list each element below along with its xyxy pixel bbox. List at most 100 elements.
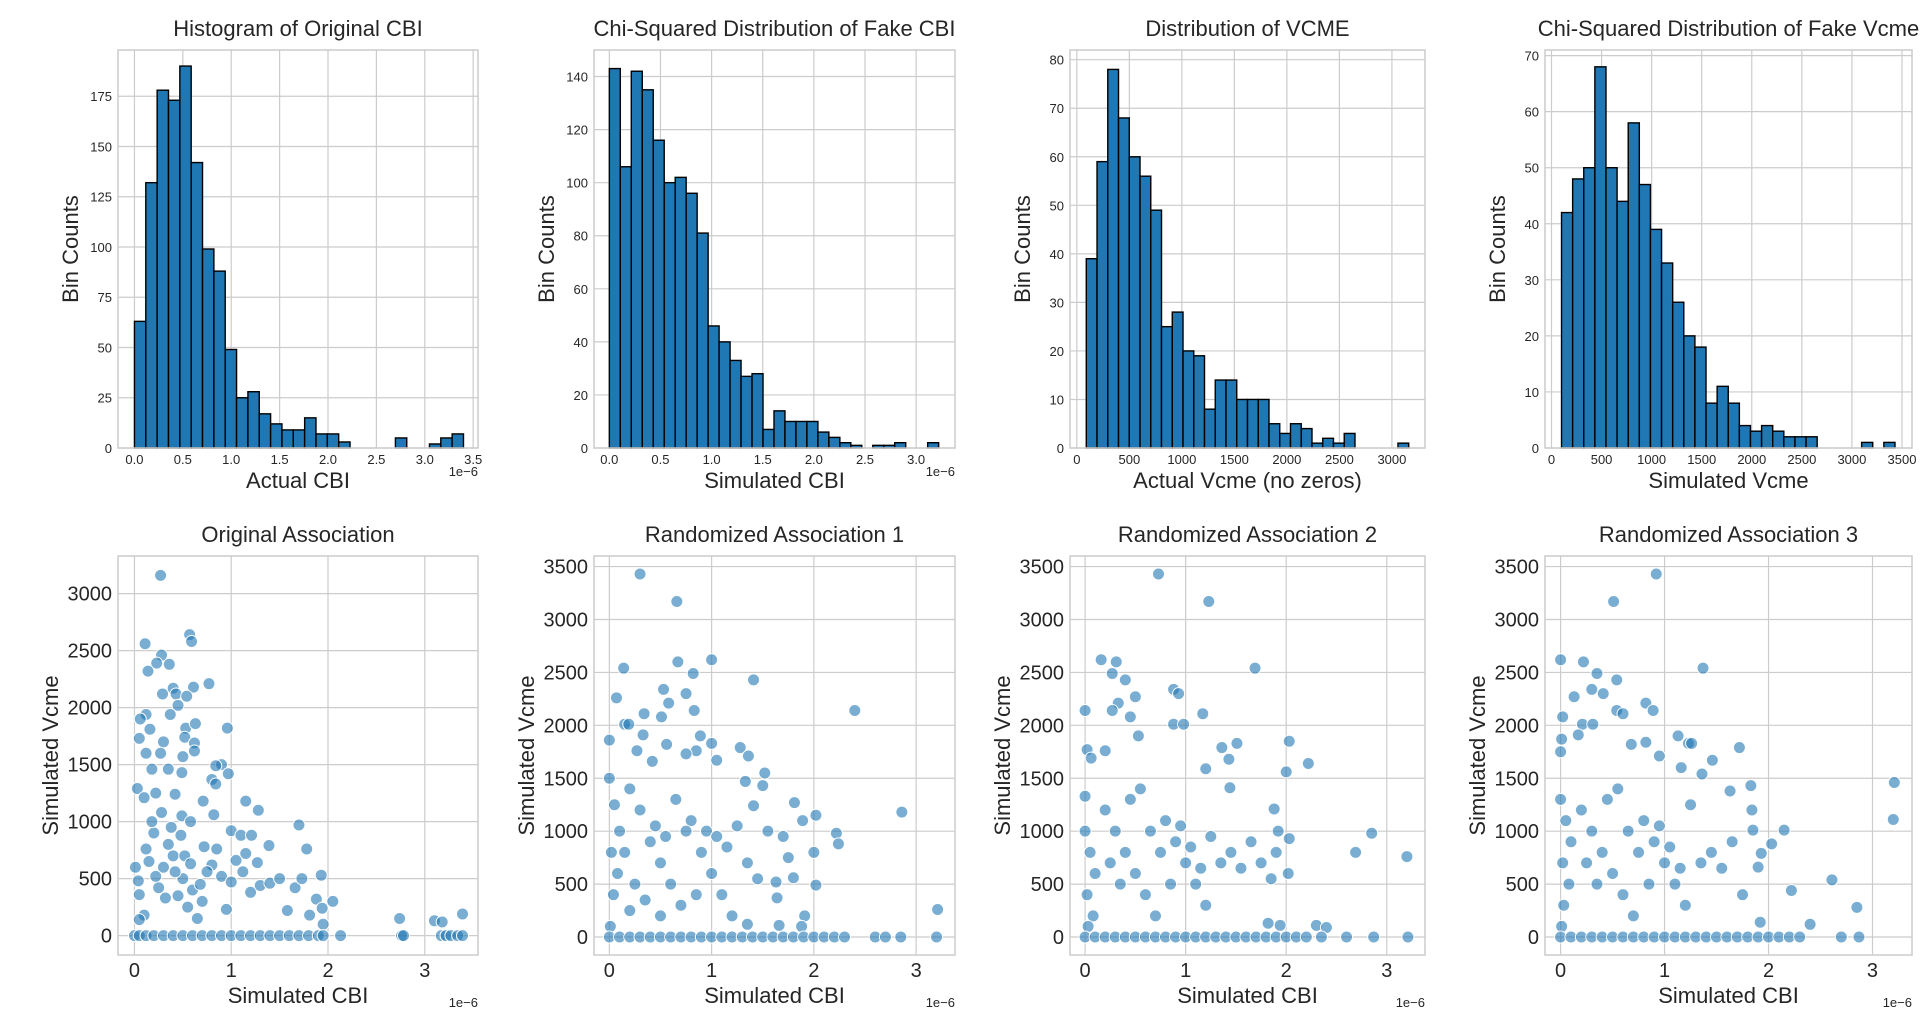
scatter-point [670, 595, 684, 609]
scatter-point [1632, 845, 1646, 859]
scatter-point [1777, 823, 1791, 837]
scatter-point [786, 871, 800, 885]
histogram-bar [1638, 183, 1652, 449]
scatter-point [730, 819, 744, 833]
y-tick-label: 2500 [544, 662, 589, 684]
scatter-point [152, 881, 166, 895]
scatter-point [1723, 784, 1737, 798]
x-tick-label: 2500 [1325, 452, 1354, 467]
scatter-point [1109, 655, 1123, 669]
scatter-point [139, 842, 153, 856]
x-tick-label: 1.0 [222, 452, 240, 467]
axes-frame [1069, 555, 1426, 956]
y-tick-label: 500 [555, 874, 588, 896]
subplot-title: Randomized Association 1 [645, 522, 904, 547]
scatter-point [1169, 835, 1183, 849]
scatter-point [664, 877, 678, 891]
axes-frame [593, 555, 956, 956]
scatter-point [1080, 888, 1094, 902]
histogram-bar [315, 433, 329, 449]
scatter-point [630, 744, 644, 758]
scatter-point [606, 888, 620, 902]
scatter-point [671, 655, 685, 669]
x-tick-label: 0.0 [600, 452, 618, 467]
x-tick-label: 1000 [1167, 452, 1196, 467]
scatter-point [747, 799, 761, 813]
scatter-point [1164, 877, 1178, 891]
y-tick-label: 1500 [68, 755, 113, 777]
x-tick-label: 3 [911, 960, 922, 982]
scatter-point [149, 869, 163, 883]
x-tick-label: 500 [1591, 452, 1613, 467]
scatter-point [209, 777, 223, 791]
y-tick-label: 2500 [68, 641, 113, 663]
scatter-point [1083, 845, 1097, 859]
histogram-bar [1605, 167, 1618, 449]
scatter-point [1194, 861, 1208, 875]
scatter-point [142, 855, 156, 869]
x-offset-label: 1e−6 [1396, 995, 1425, 1010]
scatter-point [679, 824, 693, 838]
x-tick-label: 1.5 [271, 452, 289, 467]
y-axis-label: Simulated Vcme [1465, 675, 1490, 835]
scatter-point [396, 929, 410, 943]
scatter-point [1616, 707, 1630, 721]
scatter-point [653, 856, 667, 870]
y-tick-label: 3000 [68, 584, 113, 606]
scatter-point [1078, 704, 1092, 718]
scatter-point [1215, 741, 1229, 755]
scatter-point [1214, 856, 1228, 870]
histogram-bar [1257, 398, 1270, 449]
scatter-point [1803, 917, 1817, 931]
scatter-point [1299, 930, 1313, 944]
histogram-bar [1107, 68, 1120, 449]
scatter-point [618, 845, 632, 859]
histogram-bar [1182, 350, 1195, 449]
scatter-point [1554, 653, 1568, 667]
scatter-point [648, 819, 662, 833]
scatter-point [131, 874, 145, 888]
y-axis-label: Simulated Vcme [514, 675, 539, 835]
x-tick-label: 0 [1073, 452, 1080, 467]
scatter-point [1590, 666, 1604, 680]
x-tick-label: 1 [226, 960, 237, 982]
scatter-point [435, 915, 449, 929]
scatter-point [1557, 898, 1571, 912]
histogram-bar [1096, 160, 1109, 449]
scatter-point [1084, 751, 1098, 765]
y-tick-label: 1500 [544, 768, 589, 790]
scatter-point [1746, 823, 1760, 837]
histogram-bar [337, 441, 351, 449]
scatter-point [623, 782, 637, 796]
scatter-point [654, 710, 668, 724]
scatter-point [637, 707, 651, 721]
scatter-point [156, 860, 170, 874]
x-tick-label: 1500 [1687, 452, 1716, 467]
x-tick-label: 1 [706, 960, 717, 982]
scatter-point [930, 930, 944, 944]
scatter-point [130, 782, 144, 796]
subplot-title: Chi-Squared Distribution of Fake Vcme [1538, 16, 1920, 41]
x-tick-label: 0 [604, 960, 615, 982]
histogram-bar [1783, 436, 1796, 449]
histogram-bar [1671, 301, 1685, 449]
histogram-bar [1203, 408, 1216, 449]
scatter-point [633, 567, 647, 581]
scatter-point [163, 707, 177, 721]
y-tick-label: 1000 [68, 812, 113, 834]
scatter-point [643, 835, 657, 849]
scatter-point [758, 766, 772, 780]
scatter-point [699, 824, 713, 838]
y-tick-label: 40 [574, 335, 588, 350]
scatter-point [831, 837, 845, 851]
histogram-bar [806, 420, 819, 449]
x-tick-label: 3500 [1888, 452, 1917, 467]
y-tick-label: 40 [1525, 217, 1539, 232]
scatter-point [166, 849, 180, 863]
scatter-point [1586, 717, 1600, 731]
scatter-point [1585, 824, 1599, 838]
scatter-point [669, 792, 683, 806]
scatter-point [1753, 915, 1767, 929]
y-tick-label: 500 [1506, 874, 1539, 896]
histogram-bar [839, 441, 852, 449]
